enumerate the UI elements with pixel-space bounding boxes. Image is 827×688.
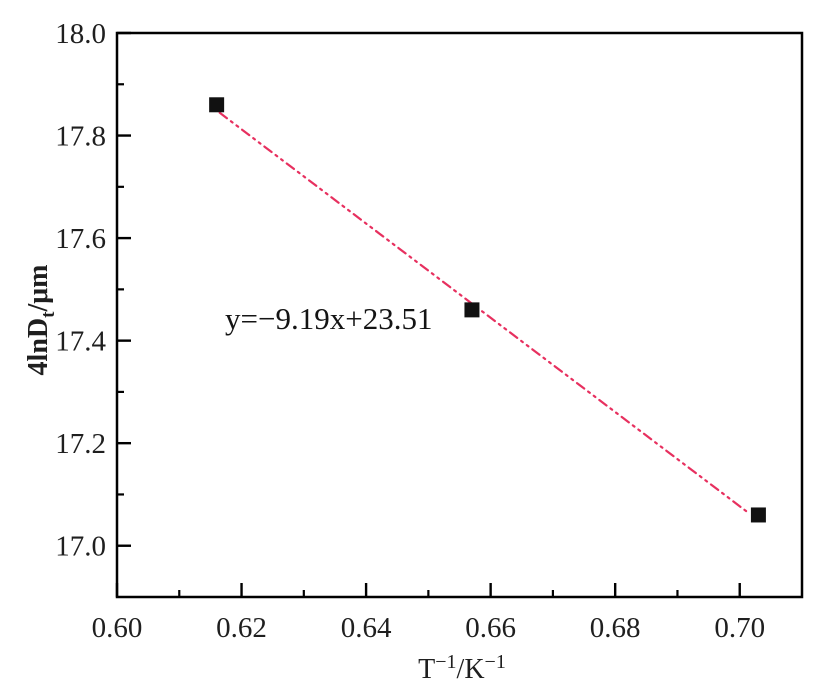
y-tick-label: 18.0 <box>55 18 106 50</box>
y-axis-title: 4lnDt/μm <box>23 265 59 376</box>
x-axis-title: T−1/K−1 <box>418 651 506 685</box>
fit-equation-label: y=−9.19x+23.51 <box>225 301 432 336</box>
x-tick-label: 0.64 <box>341 612 392 644</box>
y-tick-label: 17.6 <box>55 223 106 255</box>
fit-line <box>218 111 751 515</box>
y-tick-label: 17.8 <box>55 121 106 153</box>
data-point-2 <box>464 302 480 318</box>
x-tick-label: 0.62 <box>216 612 267 644</box>
x-tick-label: 0.60 <box>92 612 143 644</box>
x-tick-label: 0.66 <box>465 612 516 644</box>
y-tick-label: 17.0 <box>55 531 106 563</box>
x-tick-label: 0.68 <box>590 612 641 644</box>
data-point-1 <box>209 97 225 113</box>
plot-frame <box>115 31 804 599</box>
data-point-3 <box>750 507 766 523</box>
y-tick-label: 17.4 <box>55 326 106 358</box>
y-tick-label: 17.2 <box>55 428 106 460</box>
x-tick-label: 0.70 <box>714 612 765 644</box>
